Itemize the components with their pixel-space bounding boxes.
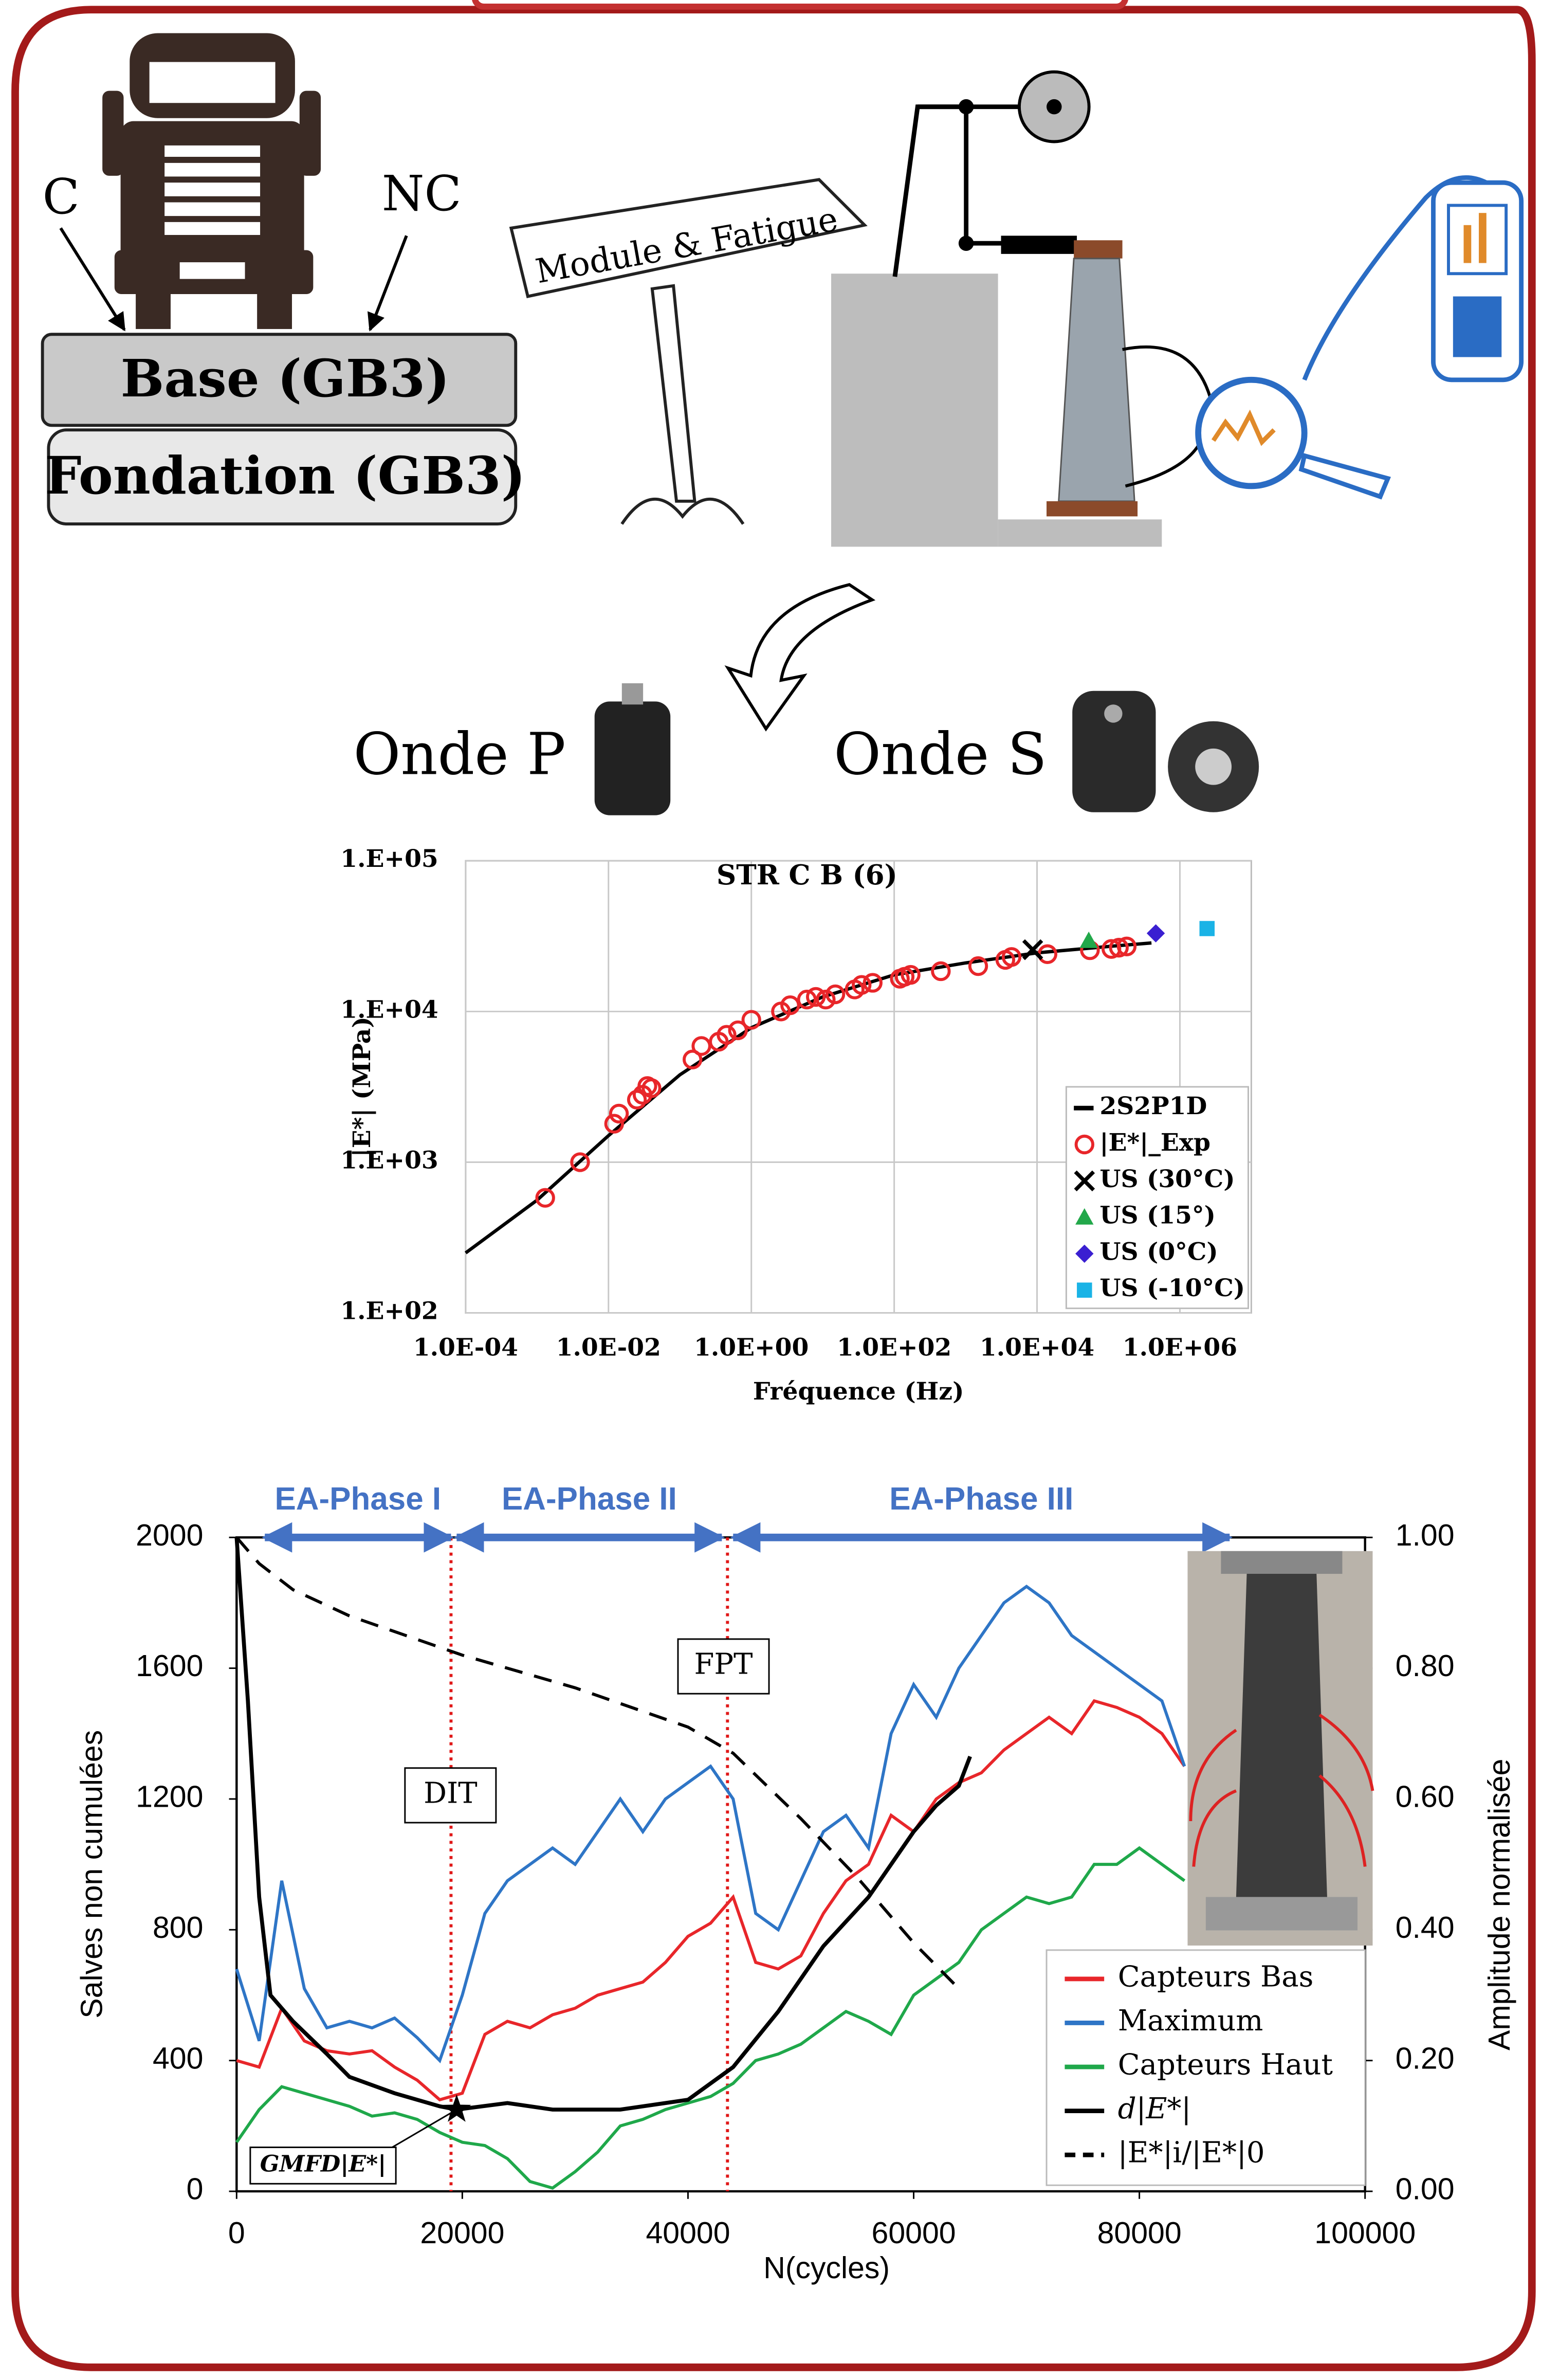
chart-overlay: Capteurs Bas Maximum Capteurs Haut d|E*| |E*…	[1047, 1950, 1365, 2185]
y2-axis-label: Amplitude normalisée	[1482, 1759, 1516, 2050]
load-left-label: C	[43, 169, 80, 225]
y-tick-label: 400	[153, 2041, 203, 2075]
x-tick-label: 0	[228, 2216, 245, 2250]
load-arrow	[370, 235, 407, 330]
x-tick-label: 100000	[1314, 2216, 1416, 2250]
specimen-photo	[1187, 1551, 1372, 1946]
y-tick-label: 800	[153, 1911, 203, 1945]
y2-tick-label: 0.60	[1396, 1780, 1455, 1814]
legend-label: Capteurs Haut	[1118, 2048, 1333, 2082]
legend-label: US (-10°C)	[1099, 1274, 1245, 1302]
x-tick-label: 1.0E+04	[980, 1333, 1094, 1361]
fatigue-apparatus	[831, 72, 1521, 547]
annotation: GMFD|E*|	[260, 2150, 387, 2177]
y-tick-label: 2000	[136, 1518, 203, 1552]
y2-tick-label: 1.00	[1396, 1518, 1455, 1552]
legend-label: US (15°)	[1099, 1202, 1216, 1230]
x-axis-label: Fréquence (Hz)	[753, 1377, 964, 1406]
y2-tick-label: 0.80	[1396, 1649, 1455, 1683]
wave-s-label: Onde S	[834, 721, 1047, 788]
y-axis-label: Salves non cumulées	[75, 1730, 109, 2019]
y-tick-label: 1.E+02	[340, 1297, 438, 1325]
legend-label: Maximum	[1118, 2004, 1263, 2038]
base-layer-label: Base (GB3)	[121, 348, 450, 409]
y-tick-label: 1600	[136, 1649, 203, 1683]
x-axis-label: N(cycles)	[763, 2251, 890, 2285]
y2-tick-label: 0.00	[1396, 2172, 1455, 2206]
legend-label: d|E*|	[1118, 2092, 1191, 2125]
y-axis-label: |E*| (MPa)	[348, 1016, 376, 1157]
y-tick-label: 1200	[136, 1780, 203, 1814]
series-line	[236, 1537, 959, 1989]
legend-label: |E*|_Exp	[1099, 1129, 1210, 1157]
y2-tick-label: 0.40	[1396, 1911, 1455, 1945]
page: C NC Base (GB3) Fondation (GB3) Module &…	[0, 0, 1541, 2380]
legend-label: 2S2P1D	[1099, 1092, 1207, 1120]
annotation: DIT	[424, 1776, 477, 1810]
x-tick-label: 1.0E+02	[837, 1333, 951, 1361]
x-tick-label: 60000	[872, 2216, 956, 2250]
wave-p-label: Onde P	[353, 721, 565, 788]
annotation: FPT	[694, 1648, 753, 1681]
load-right-label: NC	[382, 166, 462, 222]
data-point	[1200, 921, 1215, 936]
graphical-abstract: C NC Base (GB3) Fondation (GB3) Module &…	[0, 0, 1541, 2380]
legend-label: US (0°C)	[1099, 1238, 1218, 1266]
flow-arrow	[728, 585, 872, 729]
phase-label: EA-Phase I	[274, 1481, 441, 1517]
legend-label: Capteurs Bas	[1118, 1960, 1314, 1993]
y2-tick-label: 0.20	[1396, 2041, 1455, 2075]
legend-swatch	[1077, 1282, 1092, 1298]
x-tick-label: 1.0E+00	[694, 1333, 809, 1361]
truck-icon	[103, 34, 320, 328]
phase-label: EA-Phase II	[502, 1481, 677, 1517]
x-tick-label: 40000	[646, 2216, 730, 2250]
series-line	[236, 1848, 1184, 2188]
x-tick-label: 1.0E-04	[413, 1333, 518, 1361]
chart-title: STR C B (6)	[717, 859, 897, 891]
legend-label: US (30°C)	[1099, 1165, 1235, 1193]
y-tick-label: 1.E+05	[340, 845, 438, 873]
y-tick-label: 0	[187, 2172, 204, 2206]
x-tick-label: 1.0E-02	[556, 1333, 661, 1361]
x-tick-label: 1.0E+06	[1123, 1333, 1237, 1361]
foundation-layer-label: Fondation (GB3)	[45, 445, 525, 506]
legend-label: |E*|i/|E*|0	[1118, 2136, 1265, 2170]
x-tick-label: 80000	[1097, 2216, 1182, 2250]
phase-label: EA-Phase III	[889, 1481, 1073, 1517]
title-tab	[475, 0, 1126, 7]
x-tick-label: 20000	[420, 2216, 504, 2250]
